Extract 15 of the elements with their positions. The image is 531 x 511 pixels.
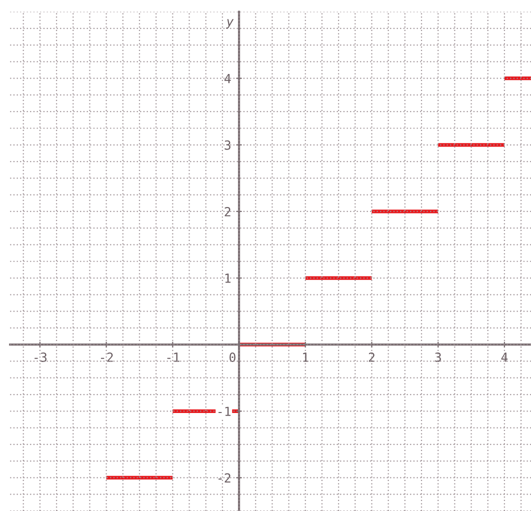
- y-tick-label: -1: [218, 406, 231, 416]
- y-tick-label: 2: [224, 206, 230, 216]
- x-tick-label: 1: [303, 352, 308, 362]
- x-tick-label: 0: [230, 352, 236, 362]
- y-tick-label: 3: [224, 140, 230, 150]
- y-tick-label: 1: [225, 274, 231, 283]
- x-tick-label: -1: [167, 352, 180, 362]
- x-tick-label: -3: [34, 352, 47, 362]
- y-tick-label: 4: [224, 74, 231, 84]
- x-tick-label: -2: [100, 352, 113, 362]
- x-tick-label: 4: [501, 352, 508, 362]
- y-axis-title: y: [226, 19, 234, 29]
- y-tick-label: -2: [218, 473, 230, 482]
- x-tick-label: 3: [435, 352, 441, 362]
- x-tick-label: 2: [368, 352, 374, 362]
